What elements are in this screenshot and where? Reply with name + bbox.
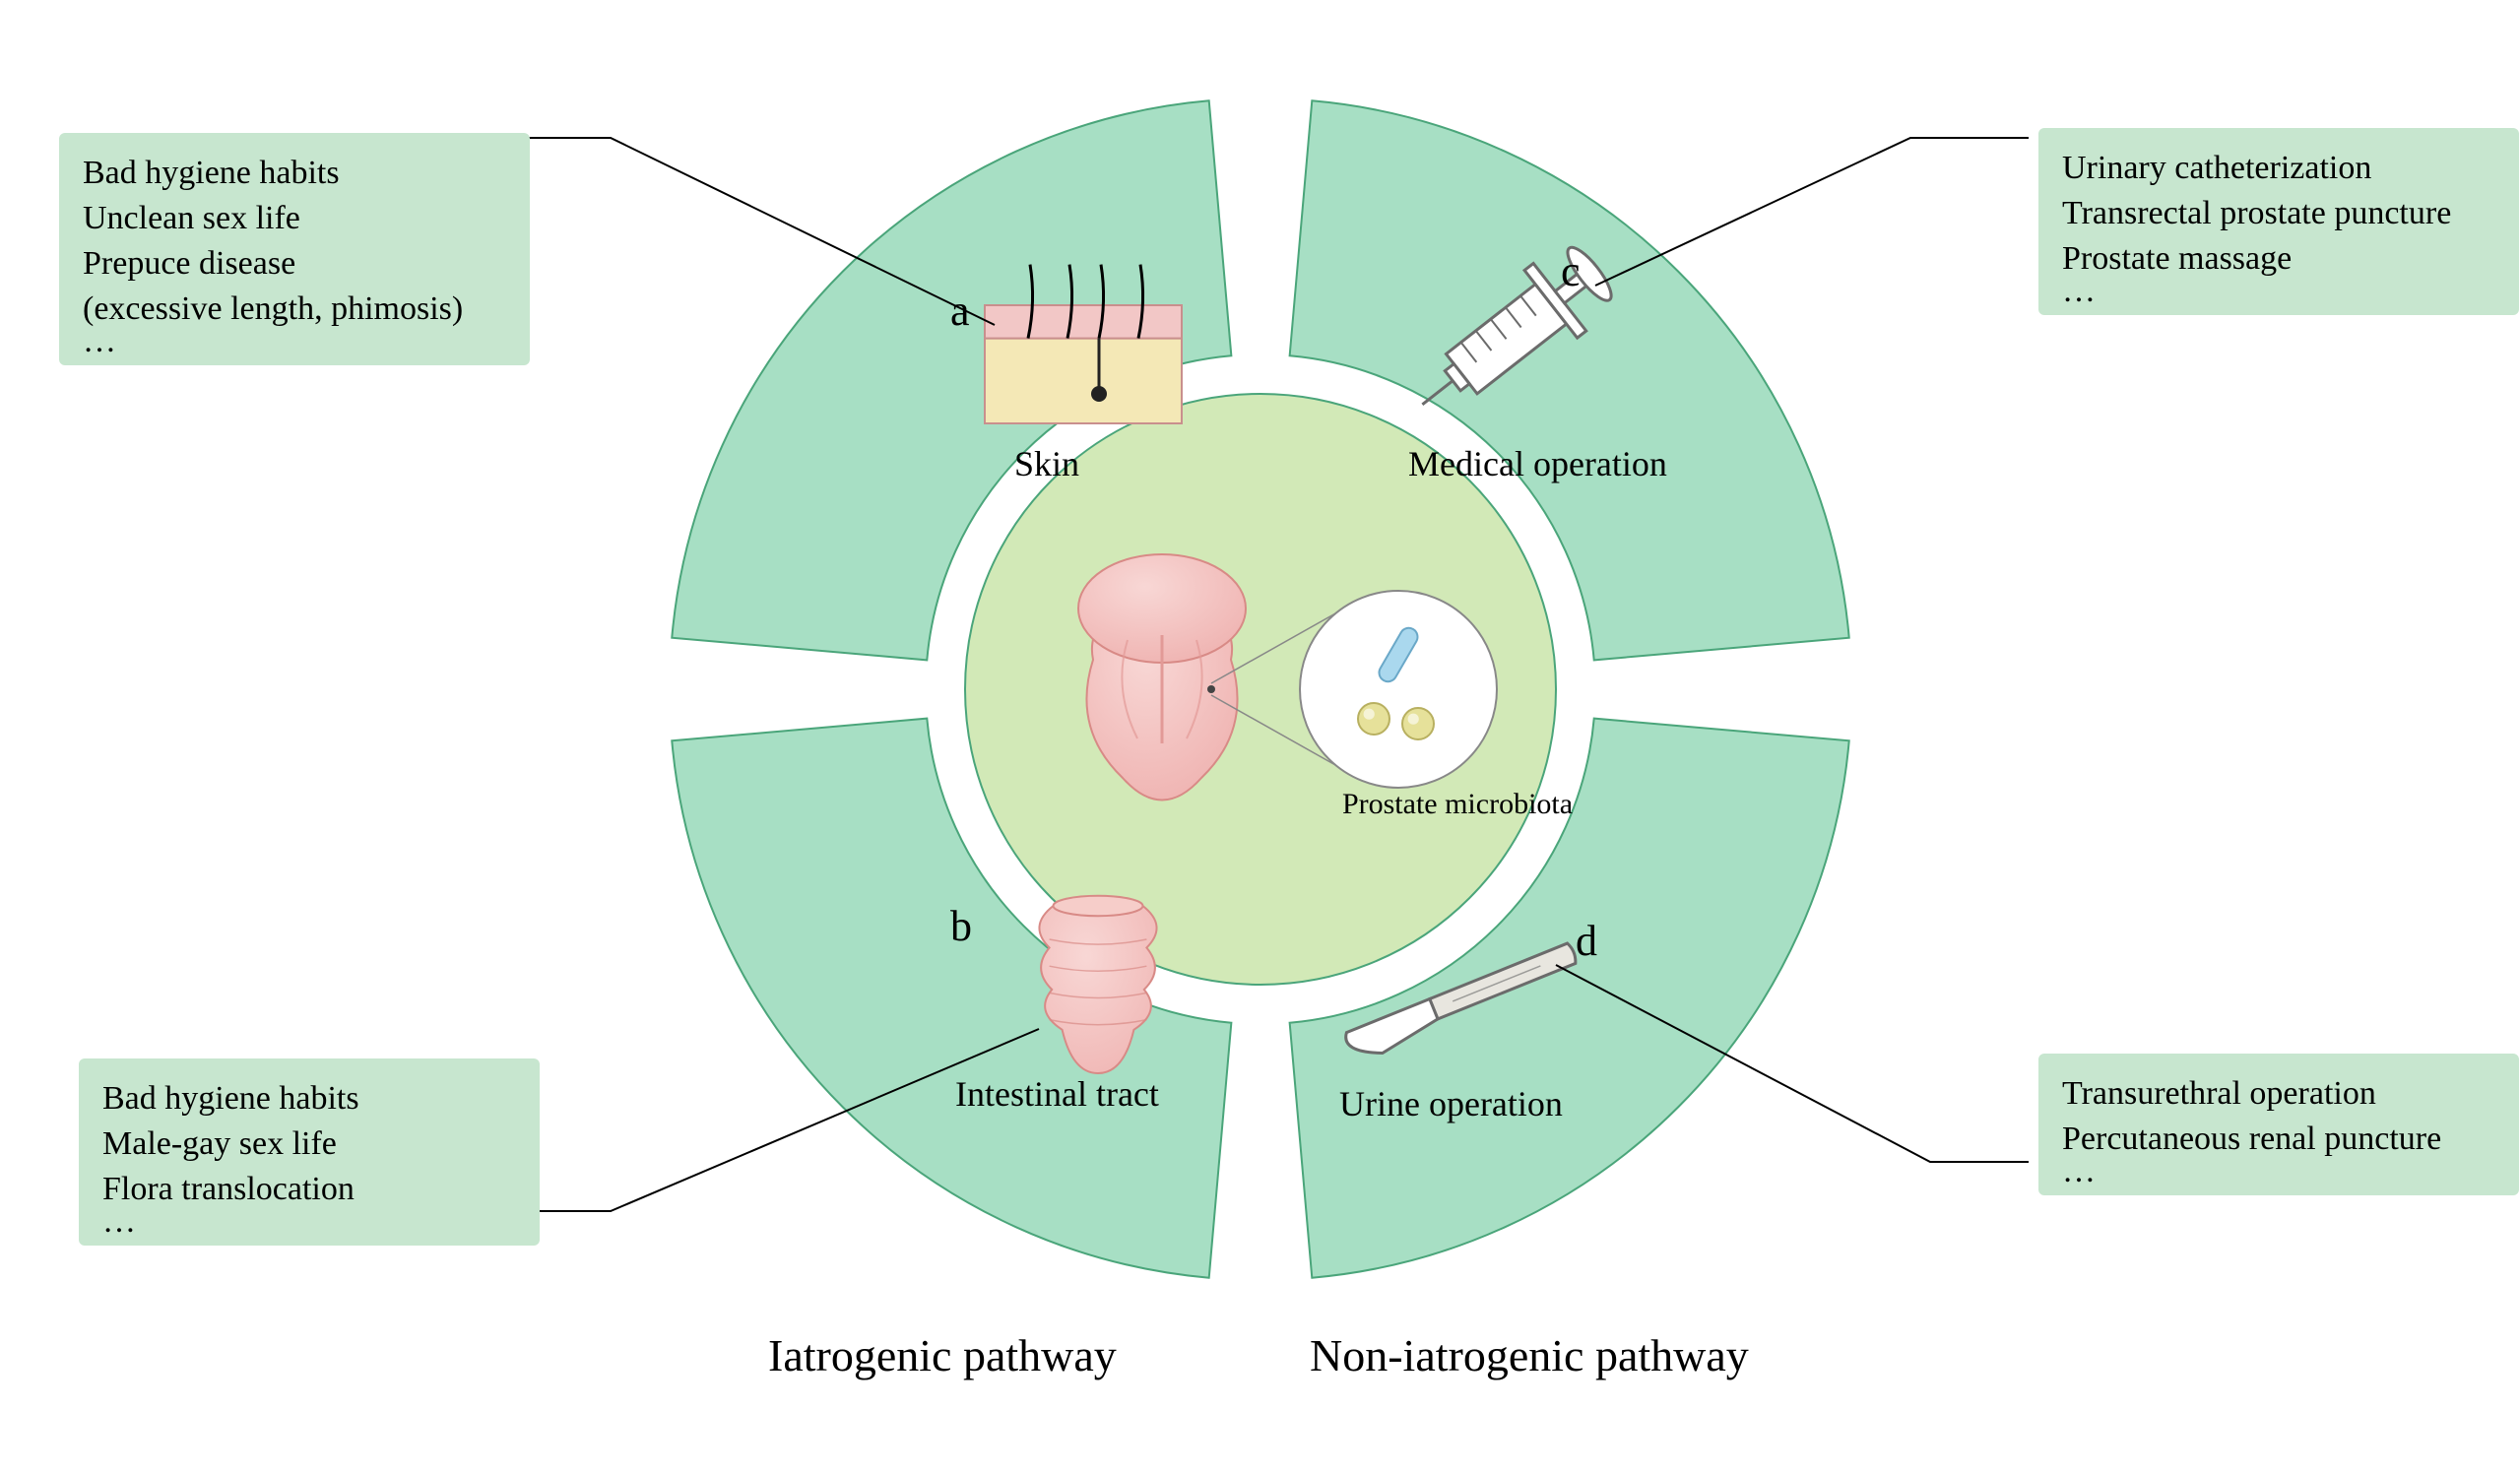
info-line: Flora translocation [102, 1167, 516, 1212]
info-line: Transrectal prostate puncture [2062, 191, 2495, 236]
quadrant-letter-a: a [950, 286, 970, 336]
quadrant-label-c: Medical operation [1408, 443, 1667, 484]
info-box-c: Urinary catheterizationTransrectal prost… [2038, 128, 2519, 315]
quadrant-label-b: Intestinal tract [955, 1073, 1159, 1115]
center-label: Prostate microbiota [1310, 788, 1605, 821]
info-line: Bad hygiene habits [83, 151, 506, 196]
info-line: … [102, 1212, 516, 1232]
pathway-label-left: Iatrogenic pathway [768, 1329, 1117, 1381]
info-line: Bad hygiene habits [102, 1076, 516, 1122]
diagram-stage: { "canvas": { "width": 2559, "height": 1… [0, 0, 2520, 1474]
info-line: Prepuce disease [83, 241, 506, 287]
quadrant-label-a: Skin [1014, 443, 1079, 484]
info-line: Percutaneous renal puncture [2062, 1117, 2495, 1162]
info-line: … [2062, 1162, 2495, 1182]
info-line: (excessive length, phimosis) [83, 287, 506, 332]
quadrant-letter-d: d [1576, 916, 1597, 966]
quadrant-letter-c: c [1561, 246, 1581, 296]
quadrant-letter-b: b [950, 901, 972, 951]
info-line: … [2062, 282, 2495, 301]
info-box-d: Transurethral operationPercutaneous rena… [2038, 1054, 2519, 1195]
quadrant-label-d: Urine operation [1339, 1083, 1563, 1124]
info-line: Male-gay sex life [102, 1122, 516, 1167]
info-line: … [83, 332, 506, 352]
info-line: Prostate massage [2062, 236, 2495, 282]
info-line: Transurethral operation [2062, 1071, 2495, 1117]
info-line: Unclean sex life [83, 196, 506, 241]
info-box-a: Bad hygiene habitsUnclean sex lifePrepuc… [59, 133, 530, 365]
info-box-b: Bad hygiene habitsMale-gay sex lifeFlora… [79, 1058, 540, 1246]
pathway-label-right: Non-iatrogenic pathway [1310, 1329, 1749, 1381]
info-line: Urinary catheterization [2062, 146, 2495, 191]
